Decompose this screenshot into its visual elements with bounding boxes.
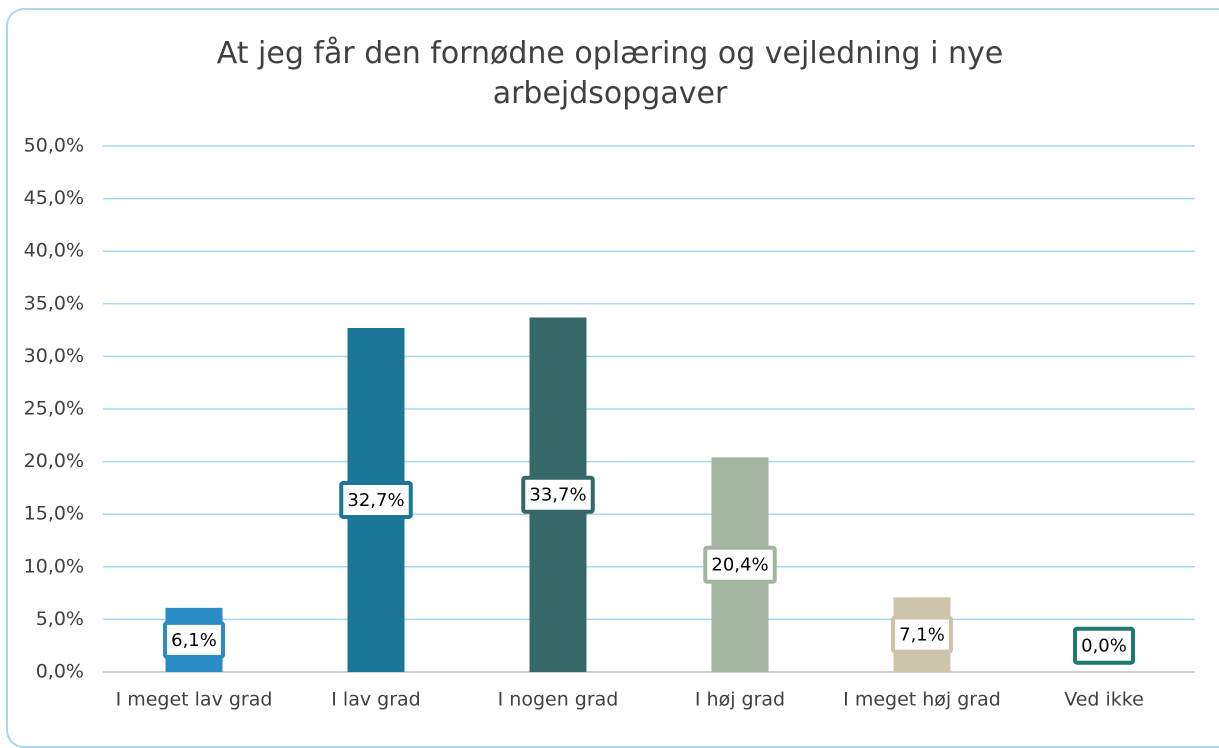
y-tick-label: 0,0% bbox=[36, 661, 84, 683]
value-label: 0,0% bbox=[1081, 636, 1127, 657]
y-tick-label: 5,0% bbox=[36, 608, 84, 630]
value-label: 33,7% bbox=[529, 485, 586, 506]
value-label-box bbox=[1073, 626, 1135, 665]
y-tick-label: 50,0% bbox=[24, 135, 84, 157]
value-label-box bbox=[521, 475, 595, 514]
chart-title: At jeg får den fornødne oplæring og vejl… bbox=[216, 36, 1004, 111]
value-label: 20,4% bbox=[711, 555, 768, 576]
x-tick-label: I meget høj grad bbox=[843, 689, 1001, 711]
x-tick-label: I meget lav grad bbox=[116, 689, 273, 711]
value-label-box bbox=[891, 615, 953, 654]
page: {"chart_data": {"type": "bar", "title": … bbox=[6, 8, 1219, 748]
value-label: 7,1% bbox=[899, 625, 945, 646]
y-tick-label: 15,0% bbox=[24, 503, 84, 525]
value-label-box bbox=[163, 620, 225, 659]
x-tick-label: I nogen grad bbox=[498, 689, 619, 711]
y-tick-label: 35,0% bbox=[24, 292, 84, 314]
value-label-box bbox=[339, 480, 413, 519]
y-tick-label: 40,0% bbox=[24, 240, 84, 262]
y-tick-label: 20,0% bbox=[24, 450, 84, 472]
value-label-box bbox=[703, 545, 777, 584]
y-tick-label: 25,0% bbox=[24, 398, 84, 420]
x-tick-label: Ved ikke bbox=[1064, 689, 1144, 711]
y-tick-label: 45,0% bbox=[24, 187, 84, 209]
y-tick-label: 30,0% bbox=[24, 345, 84, 367]
chart: 0,0% 5,0% 10,0% 15,0% 20,0% 25,0% 30,0% 35,0% 40… bbox=[24, 135, 1195, 711]
y-tick-label: 10,0% bbox=[24, 555, 84, 577]
x-tick-label: I lav grad bbox=[331, 689, 420, 711]
value-label: 6,1% bbox=[171, 630, 217, 651]
value-label: 32,7% bbox=[347, 490, 404, 511]
x-tick-label: I høj grad bbox=[695, 689, 785, 711]
